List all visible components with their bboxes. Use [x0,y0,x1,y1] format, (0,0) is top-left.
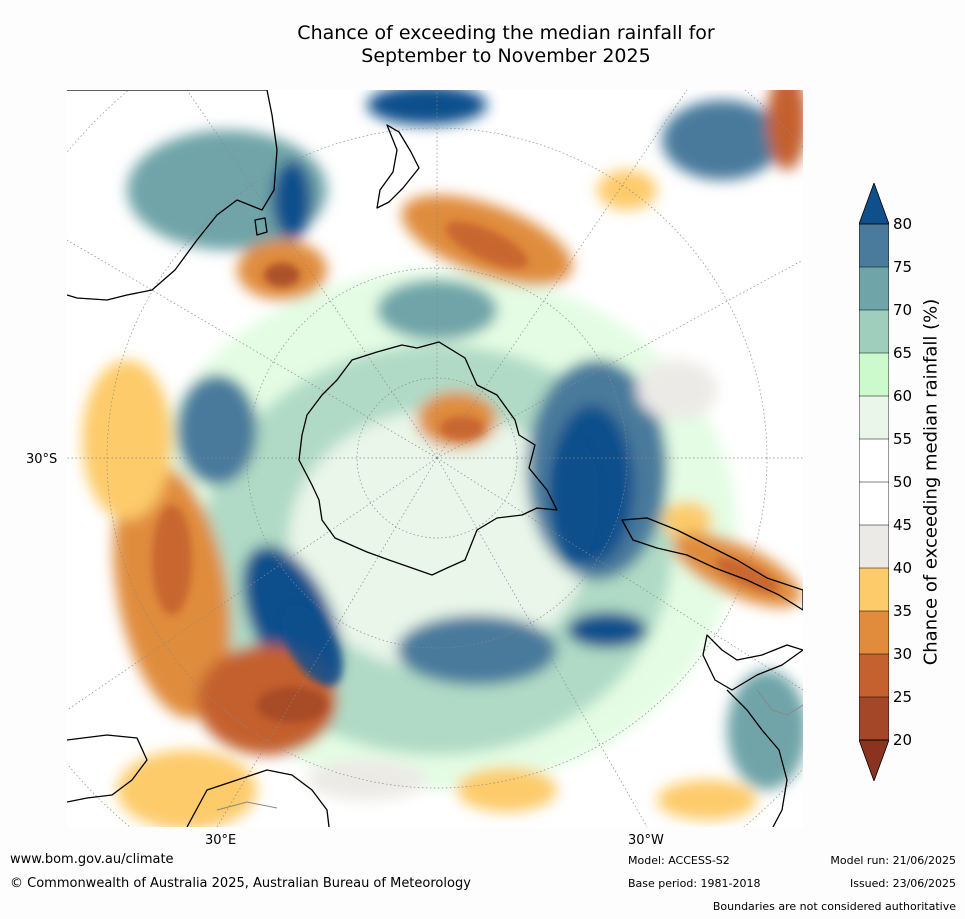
disclaimer-text: Boundaries are not considered authoritat… [712,900,956,913]
probability-field [82,90,803,827]
model-text: Model: ACCESS-S2 [628,854,730,867]
colorbar-band-45-50 [859,482,889,525]
colorbar-tick-65: 65 [893,344,913,362]
lat-label-30s: 30°S [26,452,58,467]
colorbar-title: Chance of exceeding median rainfall (%) [920,298,942,666]
colorbar-tick-30: 30 [893,645,913,663]
colorbar-tick-55: 55 [893,430,913,448]
title-line-1: Chance of exceeding the median rainfall … [297,22,715,44]
lon-label-30e: 30°E [205,833,237,848]
issued-text: Issued: 23/06/2025 [849,877,956,890]
base-period-text: Base period: 1981-2018 [628,877,761,890]
colorbar-tick-80: 80 [893,215,913,233]
coastlines [67,90,803,827]
colorbar-tick-20: 20 [893,731,913,749]
colorbar [859,183,889,781]
colorbar-band-60-65 [859,353,889,396]
colorbar-band-20-25 [859,697,889,740]
colorbar-tick-60: 60 [893,387,913,405]
colorbar-arrow-top [859,183,889,225]
rainfall-map [67,90,803,827]
colorbar-band-55-60 [859,396,889,439]
colorbar-tick-70: 70 [893,301,913,319]
lon-label-30w: 30°W [628,833,664,848]
colorbar-tick-40: 40 [893,559,913,577]
colorbar-tick-35: 35 [893,602,913,620]
title-line-2: September to November 2025 [361,45,651,67]
colorbar-band-50-55 [859,439,889,482]
colorbar-tick-50: 50 [893,473,913,491]
colorbar-band-35-40 [859,568,889,611]
colorbar-band-75-80 [859,224,889,267]
colorbar-arrow-bottom [859,739,889,781]
copyright-text: © Commonwealth of Australia 2025, Austra… [10,876,471,891]
colorbar-band-40-45 [859,525,889,568]
colorbar-band-70-75 [859,267,889,310]
colorbar-tick-45: 45 [893,516,913,534]
website-link[interactable]: www.bom.gov.au/climate [10,852,174,867]
colorbar-tick-75: 75 [893,258,913,276]
colorbar-band-30-35 [859,611,889,654]
colorbar-tick-25: 25 [893,688,913,706]
map-title: Chance of exceeding the median rainfall … [0,22,965,68]
probability-detail [152,221,780,723]
colorbar-band-25-30 [859,654,889,697]
map-canvas [67,90,803,827]
colorbar-band-65-70 [859,310,889,353]
graticule [67,90,803,827]
model-run-text: Model run: 21/06/2025 [830,854,956,867]
boundaries [216,689,803,811]
